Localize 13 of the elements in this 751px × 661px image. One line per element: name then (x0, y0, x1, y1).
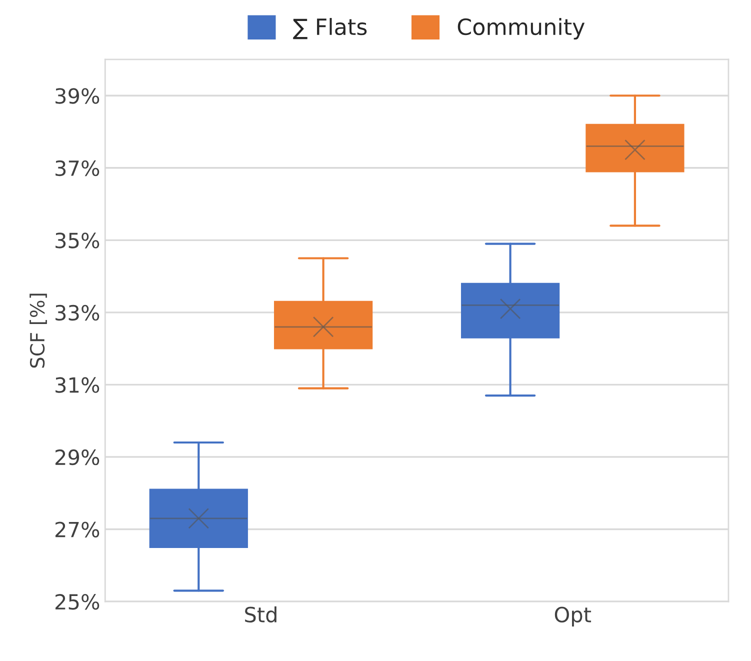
x-tick-label: Std (245, 606, 276, 622)
legend-label: ∑ Flats (293, 18, 367, 40)
y-tick-label: 33% (56, 304, 100, 321)
y-tick-label: 37% (56, 160, 100, 176)
y-axis-title: SCF [%] (30, 294, 47, 368)
y-tick-label: 31% (56, 377, 100, 393)
y-tick-label: 35% (56, 232, 100, 248)
y-tick-label: 25% (56, 594, 100, 610)
y-tick-label: 39% (56, 88, 100, 104)
y-tick-label: 27% (56, 522, 100, 538)
x-tick-label: Opt (554, 606, 592, 627)
y-tick-label: 29% (56, 449, 100, 466)
legend-label: Community (458, 18, 585, 40)
